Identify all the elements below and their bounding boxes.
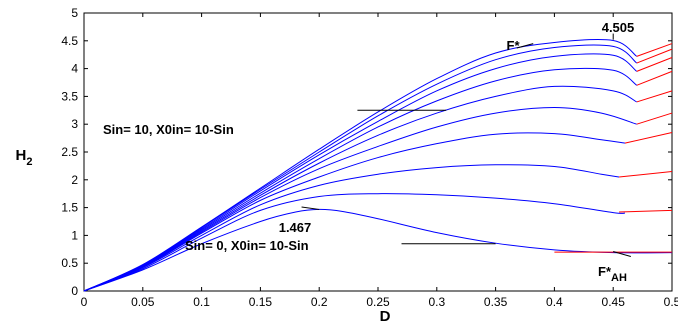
x-axis-label: D <box>380 308 391 325</box>
blue-curve-4 <box>83 107 637 292</box>
blue-curves <box>83 39 673 292</box>
top-curve-label: Sin= 10, X0in= 10-Sin <box>103 122 234 137</box>
blue-curve-7 <box>83 53 638 292</box>
y-tick-label: 3 <box>71 117 78 131</box>
x-tick-label: 0.3 <box>428 295 445 309</box>
tick-marks <box>83 12 673 292</box>
red-curve-6 <box>636 70 673 86</box>
annotation-leader-2 <box>516 43 534 49</box>
y-axis-label: H2 <box>16 147 33 168</box>
blue-curve-6 <box>83 67 638 292</box>
f-star-ah-subscript: AH <box>611 272 627 284</box>
red-curves <box>554 43 673 253</box>
x-tick-label: 0.45 <box>602 295 626 309</box>
x-tick-label: 0.05 <box>131 295 155 309</box>
red-curve-7 <box>636 57 673 72</box>
x-tick-label: 0 <box>81 295 88 309</box>
x-tick-label: 0.5 <box>664 295 678 309</box>
y-tick-label: 4.5 <box>61 34 78 48</box>
blue-curve-2 <box>83 164 620 292</box>
tick-labels: 0 0.05 0.1 0.15 0.2 0.25 0.3 0.35 0.4 0.45 0.5 0 0.5… <box>61 6 678 309</box>
blue-curve-0 <box>83 208 673 292</box>
red-curve-2 <box>619 170 673 178</box>
y-tick-label: 2 <box>71 173 78 187</box>
y-tick-label: 1.5 <box>61 201 78 215</box>
red-curve-9 <box>636 43 673 57</box>
f-star-ah-label: F*AH <box>598 264 627 284</box>
y-tick-label: 0.5 <box>61 256 78 270</box>
bottom-curve-label: Sin= 0, X0in= 10-Sin <box>185 238 309 253</box>
f-star-ah-main: F* <box>598 264 612 279</box>
x-tick-label: 0.15 <box>249 295 273 309</box>
red-curve-1 <box>619 209 673 213</box>
annotation-leader-3 <box>301 206 320 210</box>
blue-curve-1 <box>83 193 625 292</box>
x-tick-label: 0.2 <box>311 295 328 309</box>
peak-bottom-value: 1.467 <box>279 220 312 235</box>
y-tick-label: 1 <box>71 228 78 242</box>
y-tick-label: 0 <box>71 284 78 298</box>
y-tick-label: 3.5 <box>61 89 78 103</box>
y-axis-label-subscript: 2 <box>26 156 32 168</box>
plot-area: 0 0.05 0.1 0.15 0.2 0.25 0.3 0.35 0.4 0.45 0.5 0 0.5… <box>61 6 678 309</box>
annotation-lines <box>301 33 631 258</box>
x-tick-label: 0.4 <box>546 295 563 309</box>
peak-top-value: 4.505 <box>602 20 635 35</box>
red-curve-5 <box>636 90 673 103</box>
f-star-label: F* <box>507 38 521 53</box>
blue-curve-3 <box>83 132 626 292</box>
red-curve-8 <box>636 48 673 64</box>
y-axis-label-main: H <box>16 147 27 164</box>
red-curve-3 <box>624 132 673 144</box>
x-tick-label: 0.35 <box>484 295 508 309</box>
annotation-leader-5 <box>613 251 631 258</box>
red-curve-4 <box>636 112 673 125</box>
y-tick-label: 4 <box>71 62 78 76</box>
blue-curve-5 <box>83 85 637 292</box>
y-tick-label: 2.5 <box>61 145 78 159</box>
x-tick-label: 0.1 <box>193 295 210 309</box>
blue-curve-9 <box>83 39 638 292</box>
x-tick-label: 0.25 <box>366 295 390 309</box>
y-tick-label: 5 <box>71 6 78 20</box>
